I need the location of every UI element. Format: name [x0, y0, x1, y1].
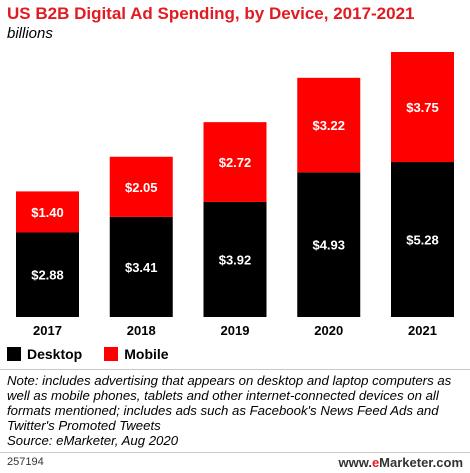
legend-item-desktop: Desktop — [7, 346, 82, 362]
bar-mobile-2021 — [391, 52, 454, 163]
divider-top — [0, 369, 470, 370]
data-label-desktop-2018: $3.41 — [125, 260, 158, 275]
x-tick-label-2019: 2019 — [221, 323, 250, 338]
data-label-desktop-2021: $5.28 — [406, 233, 439, 248]
x-tick-label-2018: 2018 — [127, 323, 156, 338]
data-label-desktop-2017: $2.88 — [31, 268, 64, 283]
bar-mobile-2018 — [109, 156, 173, 217]
divider-bottom — [0, 452, 470, 453]
bar-desktop-2017 — [16, 232, 79, 317]
data-label-mobile-2020: $3.22 — [312, 118, 345, 133]
data-label-mobile-2018: $2.05 — [125, 180, 158, 195]
chart-header: US B2B Digital Ad Spending, by Device, 2… — [7, 4, 463, 43]
bar-mobile-2020 — [297, 77, 361, 173]
bar-desktop-2021 — [391, 162, 454, 317]
data-label-mobile-2021: $3.75 — [406, 100, 439, 115]
chart-title: US B2B Digital Ad Spending, by Device, 2… — [7, 4, 415, 23]
x-tick-label-2020: 2020 — [314, 323, 343, 338]
x-tick-label-2017: 2017 — [33, 323, 62, 338]
bar-mobile-2017 — [16, 191, 79, 233]
legend-label-mobile: Mobile — [124, 346, 169, 362]
bar-desktop-2019 — [203, 201, 267, 317]
data-label-desktop-2020: $4.93 — [312, 238, 345, 253]
brand-logo[interactable]: www.eMarketer.com — [338, 455, 463, 470]
chart-note: Note: includes advertising that appears … — [7, 373, 465, 448]
legend-swatch-desktop — [7, 347, 21, 361]
source-text: Source: eMarketer, Aug 2020 — [7, 433, 179, 448]
bar-mobile-2019 — [203, 122, 267, 202]
legend-swatch-mobile — [104, 347, 119, 361]
note-text: Note: includes advertising that appears … — [7, 373, 452, 433]
data-label-mobile-2019: $2.72 — [219, 155, 252, 170]
x-tick-label-2021: 2021 — [408, 323, 437, 338]
footer: 257194 www.eMarketer.com — [0, 453, 470, 473]
data-label-mobile-2017: $1.40 — [31, 205, 64, 220]
bar-desktop-2018 — [109, 216, 173, 317]
chart-subtitle: billions — [7, 25, 53, 42]
legend-label-desktop: Desktop — [27, 346, 83, 362]
data-label-desktop-2019: $3.92 — [219, 252, 252, 267]
bar-desktop-2020 — [297, 172, 361, 317]
chart-id: 257194 — [7, 456, 44, 468]
legend: Desktop Mobile — [7, 346, 191, 362]
legend-item-mobile: Mobile — [104, 346, 169, 362]
stacked-bar-chart: $2.88 $1.40 2017 $3.41 $2.05 2018 $3.92 $2.72 20… — [16, 52, 454, 338]
